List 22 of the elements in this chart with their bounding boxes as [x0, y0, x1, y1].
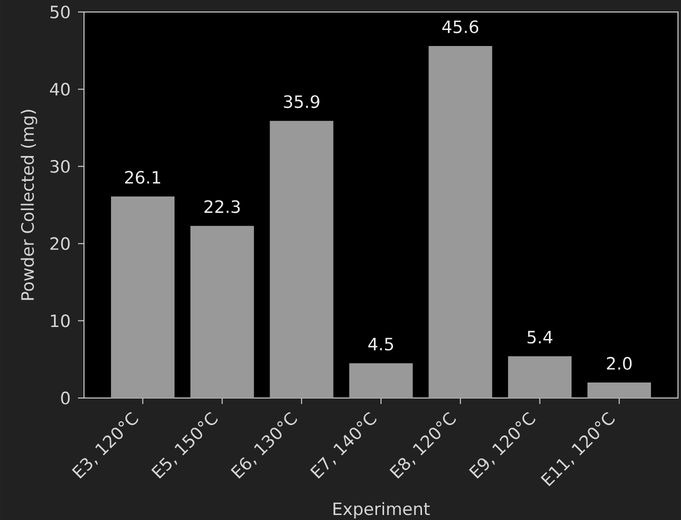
data-label: 26.1 — [125, 170, 160, 184]
x-axis-title: Experiment — [334, 502, 430, 519]
bar — [190, 226, 254, 398]
y-tick-label: 30 — [50, 160, 70, 173]
y-tick-label: 50 — [50, 6, 70, 18]
bar — [428, 46, 492, 398]
data-label: 2.0 — [606, 356, 632, 370]
data-label: 22.3 — [204, 200, 240, 214]
y-axis-title: Powder Collected (mg) — [20, 110, 38, 300]
bar — [111, 196, 175, 398]
y-tick-label: 40 — [50, 82, 70, 96]
y-tick-label: 0 — [61, 392, 70, 404]
data-label: 35.9 — [284, 95, 320, 108]
data-label: 45.6 — [442, 20, 478, 34]
bar — [270, 120, 334, 398]
data-label: 5.4 — [528, 330, 552, 344]
y-tick-label: 10 — [51, 314, 70, 328]
bar — [508, 356, 572, 398]
bar — [587, 382, 651, 398]
y-tick-label: 20 — [50, 237, 70, 250]
bar — [349, 363, 413, 398]
data-label: 4.5 — [368, 338, 394, 350]
